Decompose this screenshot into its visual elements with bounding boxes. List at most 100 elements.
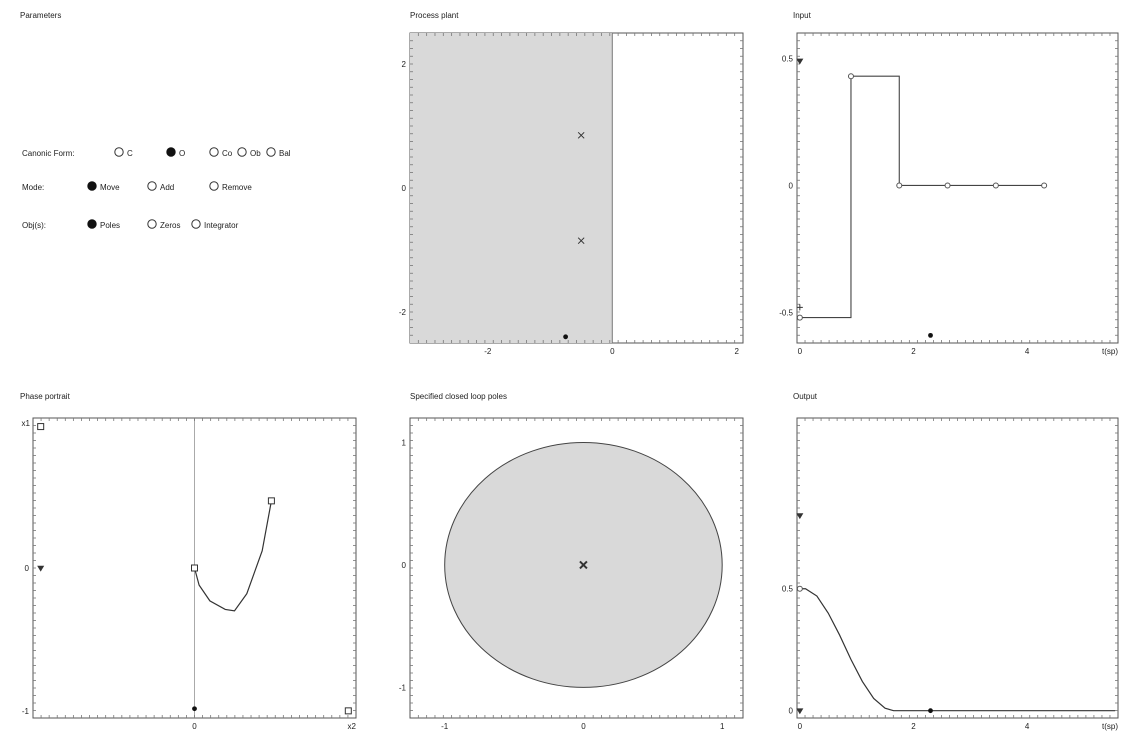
radio-button-ob[interactable] — [237, 147, 247, 157]
canonic-form-option-o[interactable]: O — [166, 147, 185, 158]
x-tick-label: 1 — [720, 722, 725, 731]
radio-button-o-selected[interactable] — [166, 147, 176, 157]
mode-option-label: Move — [100, 183, 120, 192]
stable-region — [410, 33, 613, 343]
radio-button-co[interactable] — [209, 147, 219, 157]
x-tick-label: 2 — [735, 347, 740, 356]
input-upper-limit-handle[interactable] — [796, 58, 804, 65]
trajectory-end-handle[interactable] — [191, 564, 198, 572]
closed-loop-pole-marker[interactable] — [579, 560, 588, 570]
objects-option-label: Poles — [100, 221, 120, 230]
process-plant-plot[interactable]: -2 0 2 -2 0 2 — [399, 32, 744, 356]
y-tick-label: 2 — [402, 60, 407, 69]
phase-axis-handle[interactable] — [37, 565, 45, 572]
canonic-form-option-bal[interactable]: Bal — [266, 147, 291, 158]
output-upper-handle[interactable] — [796, 513, 804, 520]
phase-portrait-plot[interactable]: 0 -1 0 x2 x1 — [22, 417, 357, 731]
corner-range-handle[interactable] — [344, 707, 352, 715]
parameters-panel: Parameters Canonic Form: C O Co Ob Bal — [20, 11, 291, 230]
phase-portrait-title: Phase portrait — [20, 392, 71, 401]
mode-row: Mode: Move Add Remove — [22, 181, 253, 192]
mode-label: Mode: — [22, 183, 44, 192]
canonic-form-option-label: Ob — [250, 149, 261, 158]
y-axis-label: x1 — [22, 419, 31, 428]
x-axis-label: x2 — [348, 722, 357, 731]
parameters-title: Parameters — [20, 11, 61, 20]
x-axis-label: t(sp) — [1102, 347, 1118, 356]
y-tick-label: -1 — [399, 683, 407, 692]
y-tick-label: -2 — [399, 308, 407, 317]
y-tick-label: 0 — [789, 707, 794, 716]
mode-option-label: Remove — [222, 183, 252, 192]
y-tick-label: 0 — [402, 561, 407, 570]
output-initial-value-handle[interactable] — [796, 585, 803, 592]
objects-option-label: Integrator — [204, 221, 239, 230]
process-plant-title: Process plant — [410, 11, 459, 20]
radio-button-poles-selected[interactable] — [87, 219, 97, 229]
radio-button-c[interactable] — [114, 147, 124, 157]
canonic-form-option-ob[interactable]: Ob — [237, 147, 261, 158]
output-plot[interactable]: 0 2 4 t(sp) 0 0.5 — [782, 417, 1119, 731]
pole-marker[interactable] — [577, 237, 585, 245]
canonic-form-label: Canonic Form: — [22, 149, 74, 158]
x-tick-label: -1 — [441, 722, 449, 731]
canonic-form-option-c[interactable]: C — [114, 147, 133, 158]
radio-button-bal[interactable] — [266, 147, 276, 157]
objects-option-zeros[interactable]: Zeros — [147, 219, 181, 230]
canonic-form-option-label: Bal — [279, 149, 291, 158]
canonic-form-option-label: Co — [222, 149, 233, 158]
x-axis-label: t(sp) — [1102, 722, 1118, 731]
plant-marker-dot[interactable] — [563, 334, 569, 340]
canonic-form-option-label: O — [179, 149, 185, 158]
output-lower-handle[interactable] — [796, 708, 804, 715]
mode-option-move[interactable]: Move — [87, 181, 120, 192]
y-tick-label: -1 — [22, 707, 30, 716]
input-sample-handle[interactable] — [992, 182, 999, 189]
radio-button-move-selected[interactable] — [87, 181, 97, 191]
pole-marker[interactable] — [577, 131, 585, 139]
x-tick-label: 2 — [911, 722, 916, 731]
output-title: Output — [793, 392, 818, 401]
x-tick-label: 0 — [798, 347, 803, 356]
y-tick-label: 0 — [25, 564, 30, 573]
plot-frame — [796, 32, 1119, 344]
input-marker-dot[interactable] — [928, 332, 933, 338]
y-tick-label: 0 — [789, 181, 794, 190]
input-sample-handle[interactable] — [944, 182, 951, 189]
x-tick-label: 4 — [1025, 722, 1030, 731]
radio-button-add[interactable] — [147, 181, 157, 191]
y-tick-label: 0.5 — [782, 585, 794, 594]
input-sample-handle[interactable] — [847, 73, 854, 80]
radio-button-zeros[interactable] — [147, 219, 157, 229]
state-trajectory — [193, 500, 272, 612]
objects-option-label: Zeros — [160, 221, 180, 230]
x-tick-label: -2 — [484, 347, 492, 356]
input-plot[interactable]: 0 2 4 t(sp) -0.5 0 0.5 — [779, 32, 1119, 356]
y-tick-label: 0.5 — [782, 54, 794, 63]
x-tick-label: 0 — [581, 722, 586, 731]
input-sample-handle[interactable] — [796, 314, 803, 321]
input-lower-limit-handle[interactable] — [796, 304, 803, 311]
input-title: Input — [793, 11, 812, 20]
objects-option-poles[interactable]: Poles — [87, 219, 120, 230]
closed-loop-poles-title: Specified closed loop poles — [410, 392, 507, 401]
input-sample-handle[interactable] — [1041, 182, 1048, 189]
output-response-curve — [799, 588, 1116, 712]
x-tick-label: 4 — [1025, 347, 1030, 356]
objects-option-integrator[interactable]: Integrator — [191, 219, 239, 230]
radio-button-integrator[interactable] — [191, 219, 201, 229]
closed-loop-poles-plot[interactable]: -1 0 1 -1 0 1 — [399, 417, 744, 731]
phase-marker-dot[interactable] — [192, 706, 197, 712]
output-marker-dot[interactable] — [928, 708, 933, 714]
x-tick-label: 0 — [192, 722, 197, 731]
mode-option-add[interactable]: Add — [147, 181, 174, 192]
canonic-form-option-co[interactable]: Co — [209, 147, 233, 158]
mode-option-remove[interactable]: Remove — [209, 181, 253, 192]
corner-range-handle[interactable] — [37, 423, 45, 431]
radio-button-remove[interactable] — [209, 181, 219, 191]
input-step-line — [799, 75, 1045, 319]
trajectory-start-handle[interactable] — [267, 497, 275, 505]
plot-frame — [796, 417, 1119, 719]
input-sample-handle[interactable] — [896, 182, 903, 189]
